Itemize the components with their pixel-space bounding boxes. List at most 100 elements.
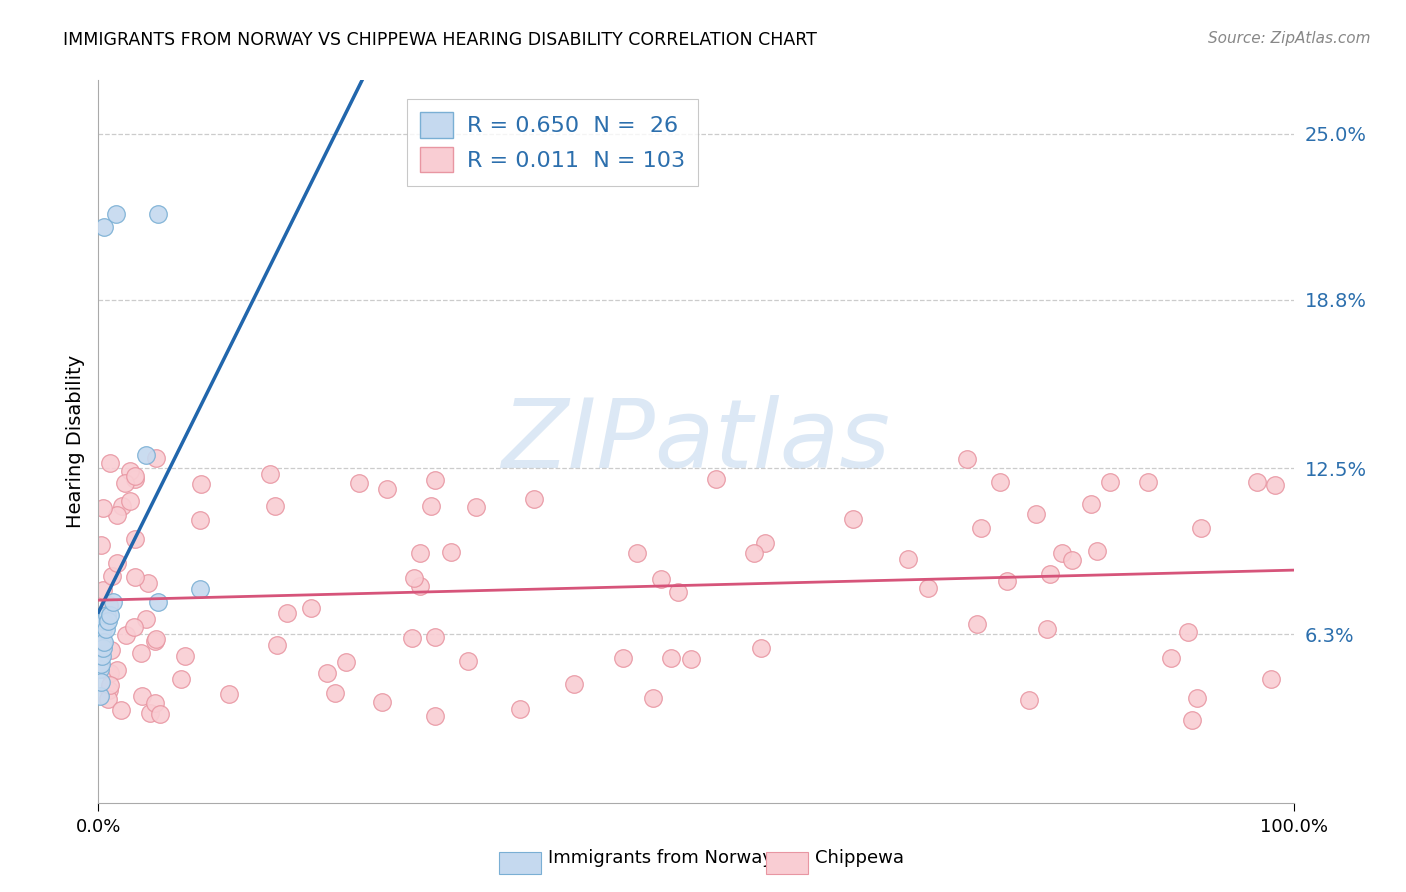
Point: [124, 472, 146, 486]
Point: [91, 622, 114, 636]
Point: [98, 678, 121, 692]
Point: [94, 622, 117, 636]
Point: [1099, 475, 1122, 490]
Point: [135, 448, 157, 462]
Point: [90, 675, 112, 690]
Point: [1085, 543, 1108, 558]
Point: [148, 595, 170, 609]
Point: [101, 595, 124, 609]
Point: [749, 640, 772, 655]
Point: [97, 614, 120, 628]
Point: [956, 451, 979, 466]
Point: [190, 476, 212, 491]
Point: [173, 648, 195, 663]
Point: [1260, 673, 1282, 687]
Point: [89, 662, 111, 676]
Point: [423, 708, 446, 723]
Point: [101, 569, 124, 583]
Text: IMMIGRANTS FROM NORWAY VS CHIPPEWA HEARING DISABILITY CORRELATION CHART: IMMIGRANTS FROM NORWAY VS CHIPPEWA HEARI…: [63, 31, 817, 49]
Point: [129, 646, 152, 660]
Point: [995, 574, 1018, 588]
Text: Immigrants from Norway: Immigrants from Norway: [548, 849, 773, 867]
Point: [90, 657, 112, 671]
Point: [439, 545, 461, 559]
Point: [114, 476, 136, 491]
Point: [1080, 497, 1102, 511]
Point: [91, 640, 114, 655]
Point: [1181, 713, 1204, 727]
Point: [90, 640, 112, 655]
Point: [135, 611, 157, 625]
Point: [120, 464, 142, 478]
Point: [97, 598, 120, 612]
Point: [1189, 521, 1212, 535]
Point: [1160, 650, 1182, 665]
Point: [402, 571, 425, 585]
Point: [138, 576, 160, 591]
Point: [1052, 546, 1074, 560]
Point: [842, 512, 865, 526]
Point: [970, 521, 993, 535]
Point: [423, 473, 446, 487]
Point: [744, 546, 766, 560]
Point: [641, 691, 664, 706]
Point: [139, 706, 162, 721]
Point: [1039, 566, 1062, 581]
Point: [105, 663, 128, 677]
Point: [409, 546, 432, 560]
Point: [124, 533, 146, 547]
Point: [370, 695, 392, 709]
Point: [1060, 553, 1083, 567]
Point: [149, 707, 172, 722]
Point: [97, 682, 120, 697]
Point: [131, 690, 153, 704]
Point: [679, 652, 702, 666]
Point: [96, 608, 118, 623]
Point: [704, 473, 727, 487]
Point: [1036, 622, 1059, 636]
Point: [93, 220, 115, 235]
Point: [1264, 478, 1286, 492]
Point: [91, 582, 114, 597]
Point: [659, 650, 682, 665]
Point: [420, 500, 443, 514]
Point: [612, 651, 634, 665]
Point: [1025, 507, 1047, 521]
Point: [754, 535, 776, 549]
Point: [98, 456, 121, 470]
Point: [93, 500, 115, 515]
Point: [91, 640, 114, 655]
Point: [626, 546, 648, 560]
Point: [323, 686, 346, 700]
Point: [375, 483, 398, 497]
Point: [148, 207, 170, 221]
Point: [263, 500, 285, 514]
Point: [423, 631, 446, 645]
Y-axis label: Hearing Disability: Hearing Disability: [66, 355, 84, 528]
Point: [118, 493, 141, 508]
Point: [1246, 475, 1268, 489]
Point: [105, 207, 128, 221]
Point: [562, 677, 585, 691]
Point: [259, 467, 281, 481]
Point: [650, 572, 672, 586]
Point: [143, 634, 166, 648]
Text: Chippewa: Chippewa: [815, 849, 904, 867]
Point: [666, 584, 689, 599]
Point: [1018, 693, 1040, 707]
Point: [100, 643, 122, 657]
Legend: R = 0.650  N =  26, R = 0.011  N = 103: R = 0.650 N = 26, R = 0.011 N = 103: [406, 99, 699, 186]
Point: [170, 673, 193, 687]
Point: [98, 666, 121, 681]
Point: [465, 500, 488, 515]
Text: ZIPatlas: ZIPatlas: [502, 395, 890, 488]
Point: [1185, 690, 1208, 705]
Point: [509, 702, 531, 716]
Point: [349, 475, 371, 490]
Point: [266, 638, 288, 652]
Point: [335, 655, 357, 669]
Point: [1177, 624, 1199, 639]
Point: [218, 687, 240, 701]
Point: [91, 614, 114, 628]
Point: [107, 508, 129, 522]
